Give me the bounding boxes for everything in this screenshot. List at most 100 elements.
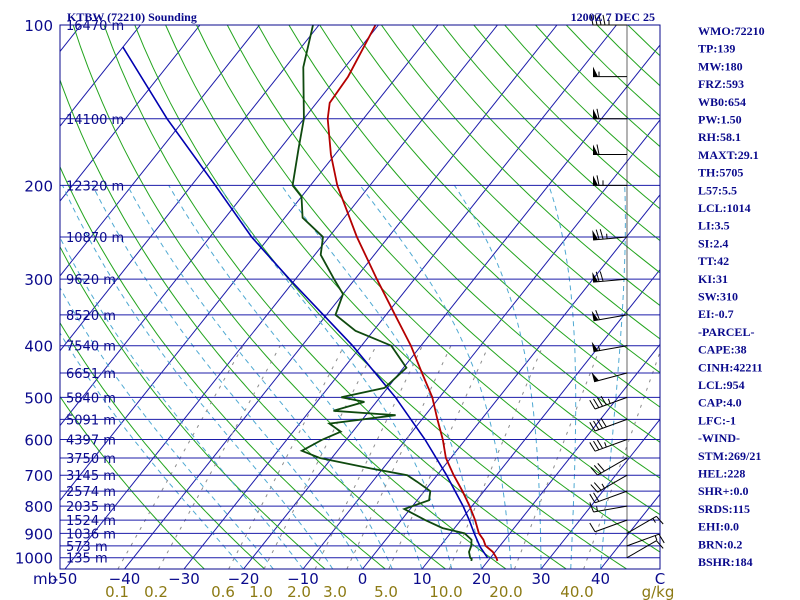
mixing-ratio-line (158, 345, 281, 569)
isotherm-line (64, 25, 498, 569)
isotherm-line (60, 25, 260, 277)
temperature-tick-label: −10 (287, 570, 319, 588)
isotherm-line (60, 25, 379, 427)
height-label: 573 m (66, 540, 108, 555)
mixing-ratio-line (117, 345, 244, 569)
index-item: TT:42 (698, 254, 729, 268)
pressure-tick-label: 300 (24, 271, 53, 289)
pressure-tick-label: 500 (24, 389, 53, 407)
index-item: LFC:-1 (698, 413, 736, 427)
dry-adiabat (60, 395, 205, 569)
wind-barb-pennant (591, 310, 599, 321)
height-label: 1524 m (66, 514, 116, 529)
index-item: RH:58.1 (698, 130, 741, 144)
index-item: MAXT:29.1 (698, 148, 759, 162)
height-label: 3750 m (66, 452, 116, 467)
dry-adiabat (134, 25, 627, 569)
temperature-line (326, 25, 499, 562)
index-item: SRDS:115 (698, 502, 750, 516)
wind-barb-flag (590, 484, 598, 493)
wind-barb-half-flag (601, 483, 605, 489)
wind-barb (593, 144, 627, 155)
wind-barb-flag (589, 442, 596, 452)
wind-barb-flag (593, 420, 600, 430)
height-label: 7540 m (66, 340, 116, 355)
index-item: BRN:0.2 (698, 537, 742, 551)
height-label: 6651 m (66, 367, 116, 382)
index-item: PW:1.50 (698, 113, 742, 127)
wind-barb-flag (600, 395, 607, 406)
height-label: 1036 m (66, 527, 116, 542)
wind-barb-flag (596, 419, 603, 429)
index-item: SW:310 (698, 290, 738, 304)
mixing-ratio-tick-label: 0.2 (144, 583, 168, 600)
temperature-tick-label: 0 (358, 570, 368, 588)
height-label: 3145 m (66, 469, 116, 484)
height-label: 12320 m (66, 179, 124, 194)
label-layer: 16470 m 14100 m 12320 m 10870 m 9620 m 8520 m… (15, 17, 675, 600)
pressure-tick-label: 700 (24, 467, 53, 485)
wind-barb-flag (595, 229, 600, 240)
index-item: L57:5.5 (698, 183, 737, 197)
isotherm-line (540, 418, 660, 569)
height-label: 135 m (66, 552, 108, 567)
wind-barb-flag (595, 310, 600, 320)
wind-barb-flag (596, 175, 600, 186)
height-label: 14100 m (66, 113, 124, 128)
dry-adiabat (60, 245, 326, 569)
temperature-tick-label: 20 (472, 570, 491, 588)
dry-adiabat (226, 25, 660, 479)
temperature-units-label: C (655, 570, 665, 588)
wind-barb-pennant (591, 372, 599, 382)
index-item: TH:5705 (698, 166, 743, 180)
dry-adiabat (103, 25, 567, 569)
isotherm-line (243, 44, 660, 569)
moist-adiabat (359, 185, 512, 569)
mixing-ratio-line (228, 345, 345, 569)
isotherm-line (60, 25, 439, 502)
wind-barb (590, 14, 627, 26)
dry-adiabat (288, 25, 660, 408)
height-label: 4397 m (66, 434, 116, 449)
wind-barb-half-flag (598, 345, 600, 351)
wind-barb-flag (656, 516, 664, 525)
wind-barb-flag (589, 502, 594, 513)
wind-barb-flag (594, 14, 598, 26)
wind-barb-flag (602, 14, 606, 26)
wind-barb-flag (599, 271, 604, 282)
dry-adiabat (60, 321, 265, 569)
wind-barb-flag (589, 493, 596, 504)
index-item: CAP:4.0 (698, 396, 742, 410)
wind-barb-flag (593, 465, 602, 474)
profile-layer (122, 25, 499, 562)
index-item: EHI:0.0 (698, 520, 739, 534)
wind-barb (590, 474, 628, 493)
wind-barb (591, 341, 628, 353)
wind-barb-flag (593, 492, 600, 502)
wind-barb-staff (594, 519, 628, 533)
pressure-units-label: mb (33, 570, 57, 588)
moist-adiabat (218, 185, 453, 569)
wind-barb-flag (596, 144, 600, 155)
isotherm-line (481, 343, 660, 569)
wind-barb-pennant (593, 108, 598, 119)
index-item: EI:-0.7 (698, 307, 734, 321)
wind-barb-flag (590, 14, 594, 26)
isotherm-line (421, 268, 660, 569)
mixing-ratio-tick-label: 0.1 (105, 583, 129, 600)
wind-barb-staff (594, 372, 628, 383)
pressure-tick-label: 100 (24, 17, 53, 35)
wind-barb-flag (596, 397, 603, 407)
wind-barb (590, 457, 628, 476)
mixing-ratio-line (513, 345, 602, 569)
isotherm-line (60, 25, 201, 202)
moist-adiabat (92, 185, 363, 569)
wind-barb (589, 502, 628, 513)
index-item: SHR+:0.0 (698, 484, 749, 498)
grid-layer (60, 25, 660, 569)
wind-barb (589, 417, 628, 432)
height-label: 16470 m (66, 19, 124, 34)
mixing-ratio-tick-label: 5.0 (374, 583, 398, 600)
wind-barb-flag (593, 398, 600, 408)
